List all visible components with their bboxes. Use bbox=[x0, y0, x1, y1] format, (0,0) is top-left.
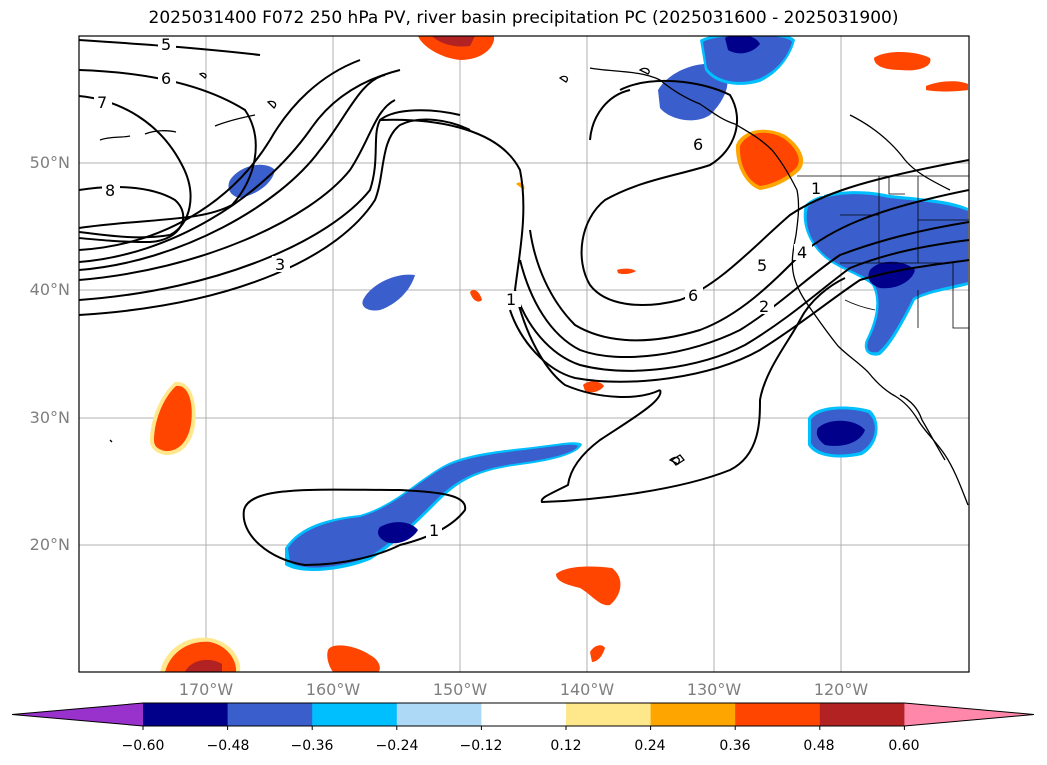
contour-label: 6 bbox=[693, 135, 703, 154]
lon-label: 140°W bbox=[559, 680, 615, 699]
colorbar-segment bbox=[312, 703, 398, 726]
colorbar-segment bbox=[396, 703, 482, 726]
map-area bbox=[79, 36, 969, 672]
colorbar-tick: −0.60 bbox=[121, 738, 165, 754]
colorbar-segment bbox=[819, 703, 905, 726]
colorbar-segment bbox=[481, 703, 567, 726]
lon-label: 130°W bbox=[686, 680, 742, 699]
colorbar-tick: 0.36 bbox=[719, 738, 751, 754]
lat-label: 20°N bbox=[29, 535, 70, 554]
contour-label: 1 bbox=[506, 290, 516, 309]
contour-label: 6 bbox=[161, 69, 171, 88]
positive-pc-patches bbox=[150, 36, 968, 672]
contour-label: 5 bbox=[757, 256, 767, 275]
colorbar-tick: −0.24 bbox=[375, 738, 419, 754]
lon-label: 160°W bbox=[305, 680, 361, 699]
contour-label: 8 bbox=[105, 181, 115, 200]
map-border bbox=[78, 35, 970, 673]
colorbar-segment bbox=[566, 703, 652, 726]
colorbar-tick: −0.36 bbox=[290, 738, 334, 754]
contour-label: 5 bbox=[161, 35, 171, 54]
colorbar-tick: 0.60 bbox=[888, 738, 920, 754]
lon-label: 150°W bbox=[432, 680, 488, 699]
colorbar-tick: −0.48 bbox=[206, 738, 250, 754]
contour-label: 3 bbox=[275, 255, 285, 274]
lat-label: 50°N bbox=[29, 153, 70, 172]
contour-label: 2 bbox=[759, 297, 769, 316]
colorbar-tick: 0.24 bbox=[634, 738, 666, 754]
colorbar bbox=[11, 702, 1035, 730]
lon-label: 120°W bbox=[813, 680, 869, 699]
pv-contours bbox=[79, 39, 969, 567]
colorbar-segment bbox=[650, 703, 736, 726]
contour-label: 7 bbox=[97, 93, 107, 112]
lon-label: 170°W bbox=[178, 680, 234, 699]
lat-label: 40°N bbox=[29, 280, 70, 299]
map-title: 2025031400 F072 250 hPa PV, river basin … bbox=[148, 8, 899, 28]
colorbar-segment bbox=[227, 703, 313, 726]
contour-labels: 5 6 7 8 3 1 6 5 4 6 2 1 1 bbox=[94, 35, 824, 540]
contour-label: 6 bbox=[688, 286, 698, 305]
colorbar-segment bbox=[735, 703, 821, 726]
lat-label: 30°N bbox=[29, 408, 70, 427]
contour-label: 1 bbox=[429, 521, 439, 540]
colorbar-extend-low bbox=[12, 703, 143, 726]
colorbar-extend-high bbox=[904, 703, 1034, 726]
colorbar-segment bbox=[143, 703, 229, 726]
colorbar-tick: 0.12 bbox=[550, 738, 582, 754]
colorbar-tick: 0.48 bbox=[803, 738, 835, 754]
contour-label: 4 bbox=[797, 243, 807, 262]
coastlines bbox=[99, 67, 969, 506]
colorbar-tick: −0.12 bbox=[459, 738, 503, 754]
contour-label: 1 bbox=[811, 179, 821, 198]
